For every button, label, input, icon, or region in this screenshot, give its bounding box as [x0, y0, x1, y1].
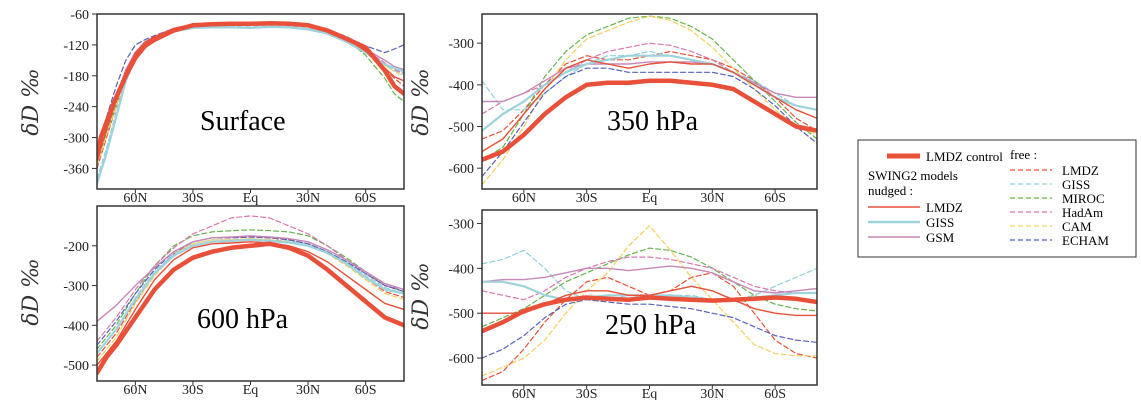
- panel-title: Surface: [200, 106, 286, 137]
- x-tick-label: 30N: [296, 191, 320, 206]
- legend-free-hadam: HadAm: [1062, 205, 1103, 220]
- panel-title: 350 hPa: [607, 106, 699, 137]
- y-tick-label: -240: [63, 101, 89, 116]
- series-line-free_hadam: [482, 256, 817, 301]
- series-line-nudged_gsm: [482, 61, 817, 103]
- y-axis-label: δD ‰: [19, 68, 44, 135]
- series-line-control: [482, 78, 817, 163]
- y-axis-label: δD ‰: [19, 258, 44, 325]
- y-tick-label: -300: [63, 280, 89, 295]
- series-line-nudged_gsm: [97, 235, 404, 322]
- y-tick-label: -300: [448, 217, 474, 232]
- x-tick-label: Eq: [642, 191, 658, 206]
- y-tick-label: -300: [448, 37, 474, 52]
- series-line-free_miroc: [482, 247, 817, 328]
- y-tick-label: -400: [448, 79, 474, 94]
- y-tick-label: -400: [63, 319, 89, 334]
- y-tick-label: -500: [448, 121, 474, 136]
- panel-3: -300 -400 -500 -600 60N 30S Eq 30N 60S δD ‰ 250 hP…: [409, 209, 818, 400]
- panel-series-group: [482, 225, 817, 382]
- x-tick-label: 60S: [355, 383, 377, 398]
- x-tick-label: 30S: [576, 191, 598, 206]
- legend-free-giss: GISS: [1062, 177, 1090, 192]
- series-line-free_giss: [482, 50, 817, 111]
- x-tick-label: 60N: [123, 383, 147, 398]
- legend-nudged-gsm: GSM: [926, 230, 955, 245]
- x-tick-label: 30N: [700, 387, 724, 400]
- y-tick-label: -300: [63, 132, 89, 147]
- x-tick-label: 60N: [512, 387, 536, 400]
- legend-free-cam: CAM: [1062, 219, 1092, 234]
- x-tick-label: Eq: [243, 191, 259, 206]
- x-tick-label: 60N: [123, 191, 147, 206]
- panel-title: 600 hPa: [197, 304, 289, 335]
- series-line-nudged_gsm: [482, 265, 817, 294]
- x-tick-label: 60S: [764, 191, 786, 206]
- y-tick-label: -60: [70, 8, 89, 23]
- series-line-nudged_lmdz: [482, 59, 817, 153]
- legend-control-label: LMDZ control: [926, 149, 1003, 164]
- legend-free-lmdz: LMDZ: [1062, 163, 1099, 178]
- x-tick-label: 60S: [764, 387, 786, 400]
- x-tick-label: 30S: [182, 191, 204, 206]
- panel-series-group: [97, 215, 404, 376]
- series-line-free_cam: [97, 238, 404, 362]
- legend-free-echam: ECHAM: [1062, 233, 1109, 248]
- legend-nudged-giss: GISS: [926, 215, 954, 230]
- legend-free-miroc: MIROC: [1062, 191, 1105, 206]
- series-line-control: [97, 21, 404, 161]
- y-tick-label: -360: [63, 162, 89, 177]
- x-tick-label: 60S: [355, 191, 377, 206]
- panel-series-group: [482, 15, 817, 186]
- legend-nudged-title-2: nudged :: [868, 183, 913, 198]
- y-axis-label: δD ‰: [409, 262, 434, 329]
- y-tick-label: -600: [448, 352, 474, 367]
- series-line-free_echam: [97, 236, 404, 346]
- series-line-control: [97, 241, 404, 376]
- legend-nudged-lmdz: LMDZ: [926, 200, 963, 215]
- series-line-free_cam: [482, 15, 817, 186]
- x-tick-label: 60N: [512, 191, 536, 206]
- x-tick-label: 30N: [700, 191, 724, 206]
- panel-title: 250 hPa: [605, 310, 697, 341]
- legend: LMDZ control SWING2 models nudged : LMDZ…: [857, 139, 1137, 258]
- y-tick-label: -180: [63, 70, 89, 85]
- y-axis-label: δD ‰: [409, 68, 434, 135]
- x-tick-label: Eq: [243, 383, 259, 398]
- series-line-nudged_lmdz: [97, 241, 404, 366]
- y-tick-label: -400: [448, 262, 474, 277]
- panel-2: -200 -300 -400 -500 60N 30S Eq 30N 60S δD ‰ 600 hP…: [19, 205, 405, 398]
- y-tick-label: -120: [63, 39, 89, 54]
- panel-series-group: [97, 21, 404, 185]
- panel-1: -300 -400 -500 -600 60N 30S Eq 30N 60S δD ‰ 350 hP…: [409, 13, 818, 206]
- y-tick-label: -600: [448, 162, 474, 177]
- y-tick-label: -500: [63, 359, 89, 374]
- legend-free-title: free :: [1010, 147, 1037, 162]
- panel-frame: [96, 13, 405, 190]
- x-tick-label: 30N: [296, 383, 320, 398]
- y-tick-label: -200: [63, 240, 89, 255]
- series-line-free_giss: [97, 238, 404, 354]
- x-tick-label: Eq: [642, 387, 658, 400]
- series-line-control: [482, 295, 817, 334]
- series-line-free_miroc: [97, 229, 404, 350]
- series-line-free_echam: [482, 67, 817, 178]
- series-line-nudged_giss: [97, 238, 404, 355]
- y-tick-label: -500: [448, 307, 474, 322]
- panel-0: -60 -120 -180 -240 -300 -360 60N 30S Eq 30N 60S δD …: [19, 8, 405, 206]
- x-tick-label: 30S: [182, 383, 204, 398]
- series-line-free_cam: [482, 225, 817, 377]
- series-line-free_echam: [482, 299, 817, 359]
- legend-nudged-title-1: SWING2 models: [868, 168, 958, 183]
- x-tick-label: 30S: [576, 387, 598, 400]
